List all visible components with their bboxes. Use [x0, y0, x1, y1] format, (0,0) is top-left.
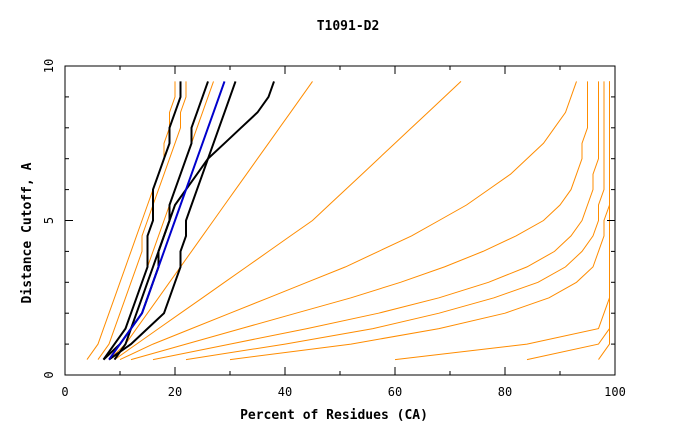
- x-tick-label-0: 0: [61, 385, 68, 399]
- axis-ticks: 0 20 40 60 80 100 0 5 10: [42, 59, 626, 399]
- x-tick-label-60: 60: [388, 385, 402, 399]
- x-tick-label-80: 80: [498, 385, 512, 399]
- x-axis-label: Percent of Residues (CA): [240, 408, 428, 423]
- series-line-orange-0: [86, 81, 176, 360]
- series-line-orange-3: [108, 81, 313, 360]
- series-line-orange-7: [152, 81, 599, 361]
- series-line-orange-10: [394, 81, 610, 361]
- x-tick-label-100: 100: [604, 385, 626, 399]
- series-line-black-13: [102, 81, 182, 361]
- series-line-orange-8: [185, 81, 605, 361]
- series-line-black-15: [108, 81, 237, 361]
- x-tick-label-40: 40: [278, 385, 292, 399]
- y-tick-label-5: 5: [42, 217, 56, 224]
- series-line-orange-5: [119, 81, 577, 361]
- chart-title: T1091-D2: [317, 19, 380, 34]
- series-line-orange-11: [526, 81, 610, 361]
- series-line-black-14: [102, 81, 209, 361]
- series-line-orange-4: [114, 81, 462, 361]
- plot-series: [86, 81, 610, 361]
- series-line-orange-6: [130, 81, 588, 361]
- series-line-blue-17: [108, 81, 226, 361]
- x-tick-label-20: 20: [168, 385, 182, 399]
- series-line-orange-1: [97, 81, 187, 360]
- y-tick-label-10: 10: [42, 59, 56, 73]
- y-axis-label: Distance Cutoff, A: [20, 162, 35, 303]
- y-tick-label-0: 0: [42, 371, 56, 378]
- series-line-black-16: [113, 81, 275, 361]
